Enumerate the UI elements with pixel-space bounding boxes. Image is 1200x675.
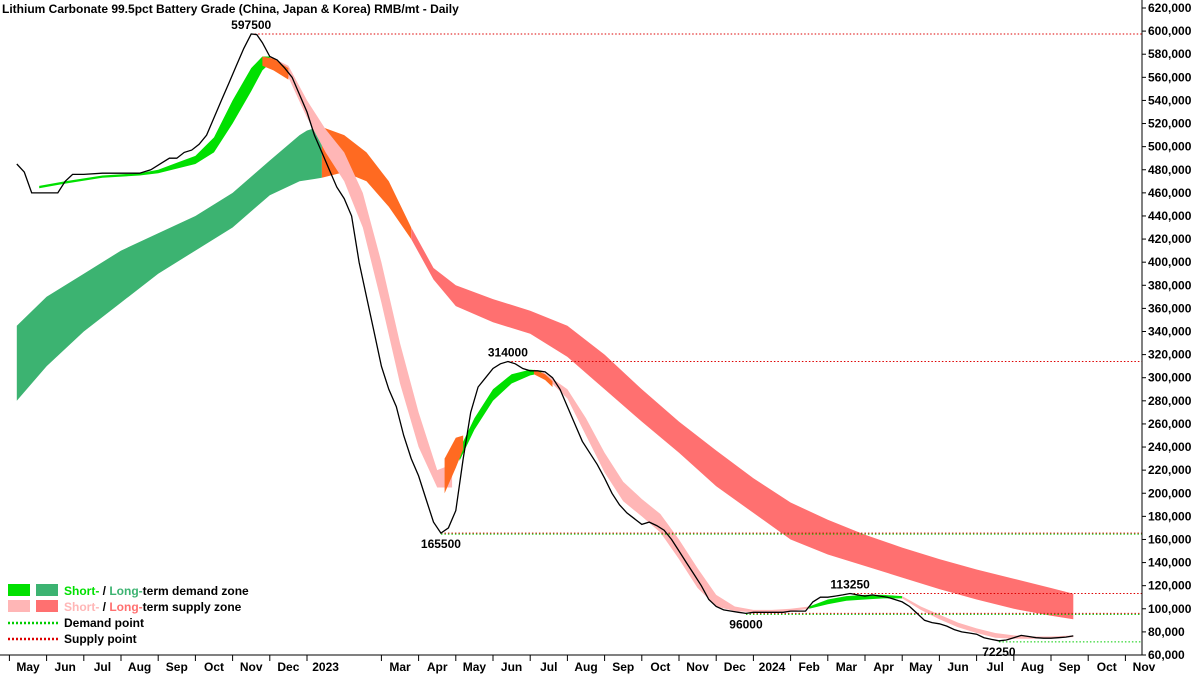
supply-overlap-patch-2 bbox=[444, 435, 464, 494]
x-tick-label: Mar bbox=[389, 660, 411, 674]
x-tick-label: Aug bbox=[1021, 660, 1044, 674]
y-tick-label: 180,000 bbox=[1148, 509, 1192, 523]
y-tick-label: 480,000 bbox=[1148, 163, 1192, 177]
short-term-supply-band-1 bbox=[269, 56, 453, 488]
x-tick-label: Apr bbox=[427, 660, 448, 674]
point-label-72250: 72250 bbox=[982, 645, 1016, 659]
x-tick-label: Dec bbox=[277, 660, 299, 674]
y-tick-label: 280,000 bbox=[1148, 394, 1192, 408]
y-tick-label: 120,000 bbox=[1148, 579, 1192, 593]
x-tick-label: Jun bbox=[501, 660, 522, 674]
y-tick-label: 240,000 bbox=[1148, 440, 1192, 454]
x-tick-label: Aug bbox=[128, 660, 151, 674]
legend-swatch-short bbox=[8, 584, 30, 596]
x-tick-label: Jun bbox=[55, 660, 76, 674]
short-term-supply-band-3 bbox=[902, 596, 1074, 639]
y-tick-label: 520,000 bbox=[1148, 117, 1192, 131]
x-tick-label: May bbox=[16, 660, 40, 674]
y-tick-label: 320,000 bbox=[1148, 348, 1192, 362]
x-tick-label: 2023 bbox=[312, 660, 339, 674]
x-tick-label: Nov bbox=[686, 660, 709, 674]
point-label-597500: 597500 bbox=[231, 18, 271, 32]
x-tick-label: May bbox=[909, 660, 933, 674]
y-tick-label: 540,000 bbox=[1148, 93, 1192, 107]
price-line-layer bbox=[16, 33, 1074, 642]
x-tick-label: Oct bbox=[650, 660, 670, 674]
x-tick-label: Sep bbox=[612, 660, 634, 674]
legend-label: Supply point bbox=[64, 632, 137, 646]
y-tick-label: 460,000 bbox=[1148, 186, 1192, 200]
x-tick-label: Sep bbox=[166, 660, 188, 674]
legend-label: Short- / Long-term supply zone bbox=[64, 600, 242, 614]
x-tick-label: Feb bbox=[799, 660, 820, 674]
y-tick-label: 140,000 bbox=[1148, 556, 1192, 570]
x-tick-label: Jun bbox=[947, 660, 968, 674]
y-tick-label: 580,000 bbox=[1148, 47, 1192, 61]
y-tick-label: 380,000 bbox=[1148, 278, 1192, 292]
x-tick-label: Jul bbox=[94, 660, 111, 674]
chart-title: Lithium Carbonate 99.5pct Battery Grade … bbox=[2, 2, 459, 16]
y-tick-label: 420,000 bbox=[1148, 232, 1192, 246]
x-tick-label: Jul bbox=[540, 660, 557, 674]
y-tick-label: 260,000 bbox=[1148, 417, 1192, 431]
short-term-demand-band-2 bbox=[459, 369, 542, 461]
price-series-line bbox=[16, 33, 1074, 642]
y-tick-label: 160,000 bbox=[1148, 532, 1192, 546]
x-tick-label: Oct bbox=[1097, 660, 1117, 674]
point-label-165500: 165500 bbox=[421, 537, 461, 551]
y-tick-label: 500,000 bbox=[1148, 140, 1192, 154]
legend-label: Short- / Long-term demand zone bbox=[64, 584, 249, 598]
y-tick-label: 360,000 bbox=[1148, 301, 1192, 315]
legend-swatch-short bbox=[8, 600, 30, 612]
y-tick-label: 560,000 bbox=[1148, 70, 1192, 84]
y-tick-label: 80,000 bbox=[1148, 625, 1185, 639]
x-tick-label: Mar bbox=[836, 660, 858, 674]
zones-layer bbox=[16, 56, 1074, 639]
y-tick-label: 100,000 bbox=[1148, 602, 1192, 616]
x-tick-label: Jul bbox=[987, 660, 1004, 674]
point-label-96000: 96000 bbox=[729, 617, 763, 631]
point-label-113250: 113250 bbox=[830, 577, 870, 591]
y-tick-label: 440,000 bbox=[1148, 209, 1192, 223]
legend: Short- / Long-term demand zone Short- / L… bbox=[8, 584, 249, 646]
x-tick-label: May bbox=[463, 660, 487, 674]
y-tick-label: 220,000 bbox=[1148, 463, 1192, 477]
y-tick-label: 600,000 bbox=[1148, 24, 1192, 38]
legend-swatch-long bbox=[36, 600, 58, 612]
y-tick-label: 340,000 bbox=[1148, 325, 1192, 339]
short-term-supply-band-2 bbox=[541, 370, 810, 613]
legend-label: Demand point bbox=[64, 616, 144, 630]
long-term-demand-band bbox=[16, 127, 322, 401]
x-tick-label: Apr bbox=[873, 660, 894, 674]
y-tick-label: 60,000 bbox=[1148, 648, 1185, 662]
y-tick-label: 620,000 bbox=[1148, 1, 1192, 15]
supply-demand-lines bbox=[251, 33, 1142, 643]
x-tick-label: Nov bbox=[1133, 660, 1156, 674]
legend-swatch-long bbox=[36, 584, 58, 596]
y-tick-label: 300,000 bbox=[1148, 371, 1192, 385]
x-tick-label: Oct bbox=[204, 660, 224, 674]
y-tick-label: 200,000 bbox=[1148, 486, 1192, 500]
supply-overlap-patch-1 bbox=[262, 56, 289, 80]
supply-overlap-patch-3 bbox=[533, 369, 553, 387]
x-tick-label: Aug bbox=[574, 660, 597, 674]
x-tick-label: 2024 bbox=[759, 660, 786, 674]
y-tick-label: 400,000 bbox=[1148, 255, 1192, 269]
x-tick-label: Sep bbox=[1059, 660, 1081, 674]
short-term-demand-band-1 bbox=[39, 56, 270, 189]
short-term-demand-band-3 bbox=[809, 594, 903, 609]
x-tick-label: Dec bbox=[724, 660, 746, 674]
long-term-supply-band bbox=[411, 227, 1074, 620]
point-label-314000: 314000 bbox=[488, 346, 528, 360]
x-tick-label: Nov bbox=[240, 660, 263, 674]
